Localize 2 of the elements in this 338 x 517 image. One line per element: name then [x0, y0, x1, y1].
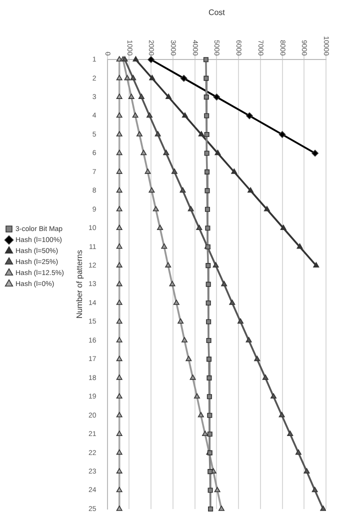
y-axis-title: Number of patterns	[74, 250, 84, 319]
x-axis-title: Cost	[208, 8, 226, 18]
